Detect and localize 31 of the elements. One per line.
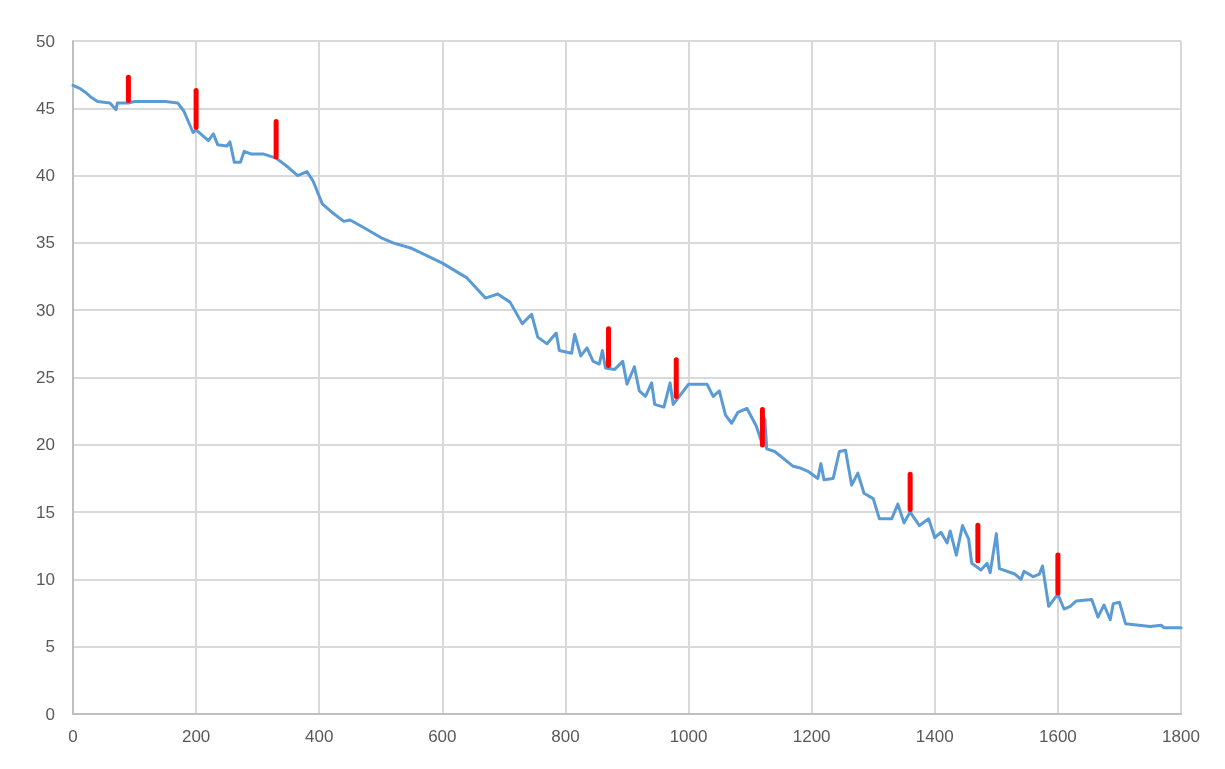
- bar: [1055, 552, 1061, 596]
- x-tick-label: 1800: [1162, 727, 1200, 746]
- line-series: [71, 83, 1183, 630]
- bar: [975, 522, 981, 564]
- x-tick-label: 400: [305, 727, 334, 746]
- y-tick-label: 45: [36, 98, 55, 118]
- y-tick-label: 15: [36, 502, 55, 522]
- y-tick-label: 30: [36, 300, 55, 320]
- y-tick-label: 35: [36, 233, 55, 253]
- x-tick-label: 1200: [792, 727, 831, 746]
- y-tick-label: 20: [36, 435, 55, 455]
- bar: [907, 471, 913, 513]
- x-tick-label: 800: [551, 727, 580, 746]
- y-tick-label: 50: [36, 31, 55, 51]
- bar: [193, 88, 199, 130]
- bar: [125, 74, 131, 103]
- y-tick-label: 5: [45, 637, 55, 657]
- y-tick-label: 40: [36, 166, 55, 186]
- x-tick-label: 600: [428, 727, 457, 746]
- x-tick-label: 1000: [669, 727, 708, 746]
- bar: [606, 326, 612, 369]
- y-tick-label: 0: [45, 704, 55, 724]
- bar: [273, 119, 279, 160]
- y-tick-label: 25: [36, 368, 55, 387]
- x-tick-label: 1600: [1038, 727, 1077, 746]
- bar: [673, 357, 679, 400]
- y-tick-label: 10: [36, 569, 55, 589]
- x-tick-label: 0: [68, 727, 78, 746]
- x-tick-label: 200: [181, 727, 211, 746]
- x-tick-label: 1400: [915, 727, 954, 746]
- bar: [759, 407, 765, 448]
